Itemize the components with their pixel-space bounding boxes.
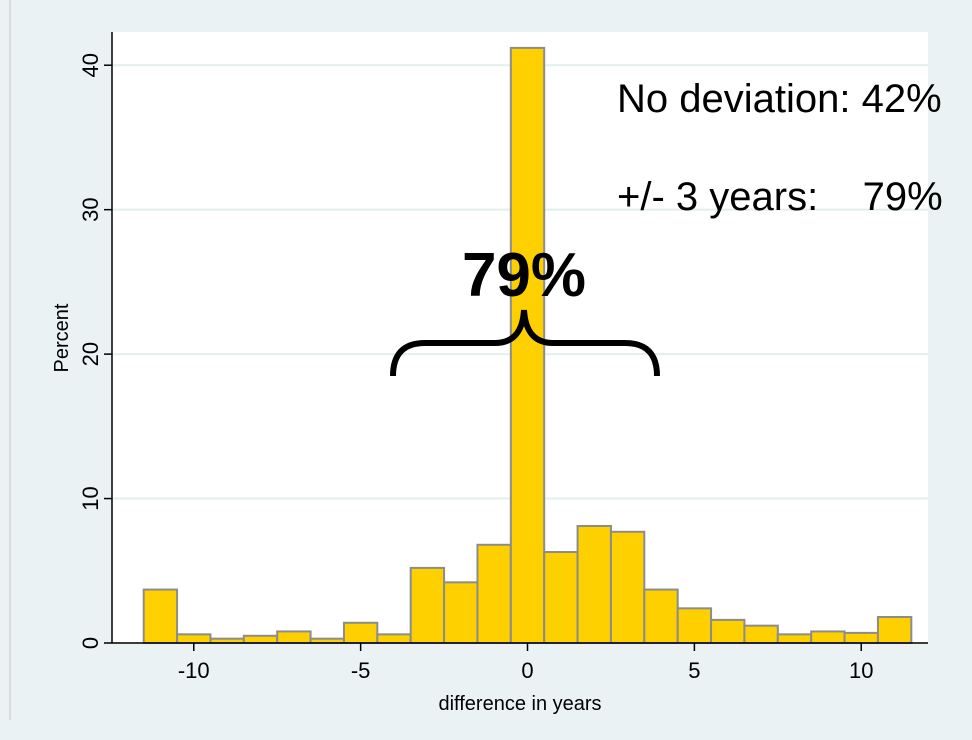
bar [543,551,579,644]
bar [810,630,846,645]
bar [710,618,746,645]
x-axis-label: difference in years [438,693,601,715]
bar [242,634,279,644]
annotation: 79% [462,241,586,310]
y-tick-label: 20 [78,342,103,366]
bar [142,588,179,644]
bar [876,616,913,644]
bar [342,621,379,644]
bar [409,566,446,645]
y-tick-label: 30 [78,197,103,221]
bar [176,633,212,644]
x-tick-label: 10 [849,658,873,683]
x-tick-label: 5 [688,658,700,683]
x-tick-label: -10 [178,658,210,683]
bar [476,543,512,644]
bar [676,607,713,644]
bar [276,630,312,645]
annotation: No deviation: 42% [617,77,942,121]
annotation: +/- 3 years: 79% [617,175,943,219]
y-axis-label: Percent [51,303,73,372]
x-tick-label: 0 [521,658,533,683]
x-tick-label: -5 [351,658,371,683]
y-tick-label: 0 [78,637,103,649]
bar [843,631,879,645]
bar [743,624,779,645]
bar [609,530,646,644]
bar [643,588,679,644]
brace [390,309,660,377]
bar [776,633,813,644]
y-tick-label: 40 [78,53,103,77]
y-tick-label: 10 [78,486,103,510]
bar [376,633,412,644]
bar [576,525,612,644]
bar [443,581,479,644]
bar [509,46,546,644]
